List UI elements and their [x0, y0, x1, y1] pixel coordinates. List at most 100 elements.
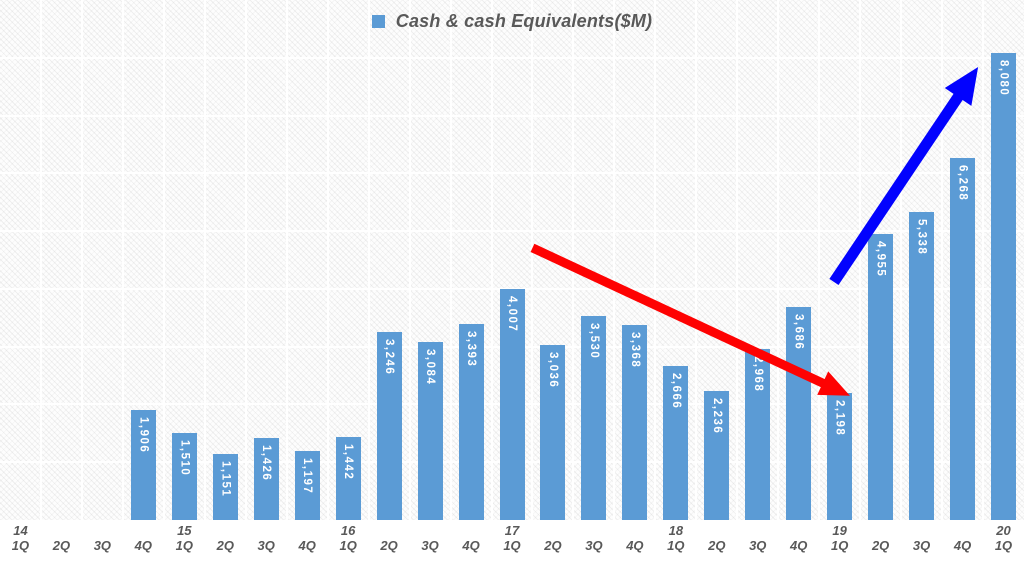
gridline-vertical — [613, 0, 616, 520]
gridline-vertical — [572, 0, 575, 520]
x-tick-year — [614, 523, 655, 538]
x-tick: 4Q — [451, 523, 492, 553]
bar-value-label: 1,510 — [178, 439, 191, 477]
x-tick-year — [410, 523, 451, 538]
bar-value-label: 4,955 — [874, 240, 887, 277]
x-tick: 19 1Q — [819, 523, 860, 553]
bar: 8,080 — [991, 53, 1017, 520]
x-tick-year — [942, 523, 983, 538]
x-tick-quarter: 1Q — [175, 538, 193, 553]
x-tick-quarter: 2Q — [544, 538, 562, 553]
bar: 3,368 — [622, 325, 648, 520]
x-tick-quarter: 2Q — [216, 538, 234, 553]
gridline-horizontal — [0, 56, 1024, 59]
bar: 3,036 — [540, 344, 566, 520]
bar: 1,442 — [335, 436, 361, 520]
bar-value-label: 3,084 — [424, 348, 437, 386]
gridline-vertical — [900, 0, 903, 520]
x-tick: 3Q — [573, 523, 614, 553]
gridline-vertical — [408, 0, 411, 520]
x-tick-quarter: 1Q — [667, 538, 685, 553]
gridline-horizontal — [0, 230, 1024, 233]
bar: 3,246 — [376, 332, 402, 520]
x-tick-year — [573, 523, 614, 538]
x-tick-year — [123, 523, 164, 538]
x-tick-year — [696, 523, 737, 538]
x-tick-year: 14 — [13, 523, 28, 538]
bar: 5,338 — [909, 211, 935, 520]
x-tick-year — [532, 523, 573, 538]
gridline-horizontal — [0, 172, 1024, 175]
bar: 2,198 — [827, 393, 853, 520]
x-tick-quarter: 1Q — [11, 538, 30, 553]
x-tick-quarter: 2Q — [871, 538, 890, 553]
x-tick-year — [451, 523, 492, 538]
x-tick: 3Q — [737, 523, 778, 553]
gridline-vertical — [80, 0, 83, 520]
gridline-vertical — [203, 0, 206, 520]
x-tick-quarter: 2Q — [380, 538, 398, 553]
x-tick-quarter: 4Q — [462, 538, 480, 553]
gridline-vertical — [859, 0, 862, 520]
x-tick-year — [737, 523, 778, 538]
x-tick-quarter: 4Q — [298, 538, 316, 553]
x-tick: 4Q — [614, 523, 655, 553]
x-tick: 3Q — [246, 523, 287, 553]
bar-value-label: 8,080 — [997, 60, 1010, 97]
bar: 3,393 — [458, 323, 484, 520]
gridline-vertical — [285, 0, 288, 520]
x-tick: 2Q — [860, 523, 901, 553]
x-tick-year — [778, 523, 819, 538]
bar-value-label: 6,268 — [956, 164, 969, 202]
x-tick-year — [246, 523, 287, 538]
bar-value-label: 3,036 — [546, 351, 559, 388]
x-tick-quarter: 4Q — [790, 538, 808, 553]
gridline-vertical — [777, 0, 780, 520]
bar: 3,530 — [581, 316, 607, 520]
gridline-vertical — [531, 0, 534, 520]
bar: 2,236 — [704, 390, 730, 520]
x-tick-quarter: 3Q — [421, 538, 439, 553]
x-tick-year: 20 — [996, 523, 1011, 538]
legend-label: Cash & cash Equivalents($M) — [395, 11, 653, 31]
x-tick: 2Q — [696, 523, 737, 553]
x-tick-quarter: 3Q — [257, 538, 275, 553]
gridline-vertical — [736, 0, 739, 520]
x-tick: 17 1Q — [492, 523, 533, 553]
gridline-vertical — [982, 0, 985, 520]
bar-value-label: 3,246 — [383, 339, 396, 376]
bar-value-label: 3,368 — [628, 332, 641, 369]
x-tick-quarter: 4Q — [134, 538, 153, 553]
x-tick-quarter: 2Q — [52, 538, 71, 553]
bar: 2,968 — [745, 348, 771, 520]
bar-value-label: 1,151 — [219, 460, 232, 497]
x-tick-quarter: 3Q — [749, 538, 767, 553]
gridline-vertical — [449, 0, 452, 520]
bar-value-label: 2,236 — [710, 397, 723, 435]
bar: 3,084 — [417, 341, 443, 520]
bar: 1,906 — [130, 409, 156, 520]
x-tick: 14 1Q — [0, 523, 41, 553]
bar-value-label: 1,197 — [301, 457, 314, 495]
gridline-vertical — [326, 0, 329, 520]
gridline-vertical — [818, 0, 821, 520]
bar-value-label: 2,968 — [751, 355, 764, 392]
bar-value-label: 2,666 — [669, 372, 682, 410]
x-tick-year: 16 — [340, 523, 356, 538]
bar-value-label: 3,530 — [587, 323, 600, 360]
bar: 4,007 — [499, 288, 525, 520]
bar: 1,197 — [294, 450, 320, 520]
x-tick-quarter: 3Q — [93, 538, 112, 553]
x-tick-year: 19 — [832, 523, 847, 538]
x-tick: 2Q — [41, 523, 82, 553]
x-tick-year: 18 — [668, 523, 684, 538]
gridline-horizontal — [0, 114, 1024, 117]
bar: 3,686 — [786, 307, 812, 520]
bar-value-label: 3,686 — [792, 314, 805, 351]
legend-marker-icon — [371, 15, 385, 28]
x-tick: 18 1Q — [655, 523, 696, 553]
bar: 1,510 — [171, 432, 197, 520]
x-tick-quarter: 4Q — [953, 538, 972, 553]
gridline-vertical — [654, 0, 657, 520]
bar-value-label: 1,426 — [260, 444, 273, 481]
